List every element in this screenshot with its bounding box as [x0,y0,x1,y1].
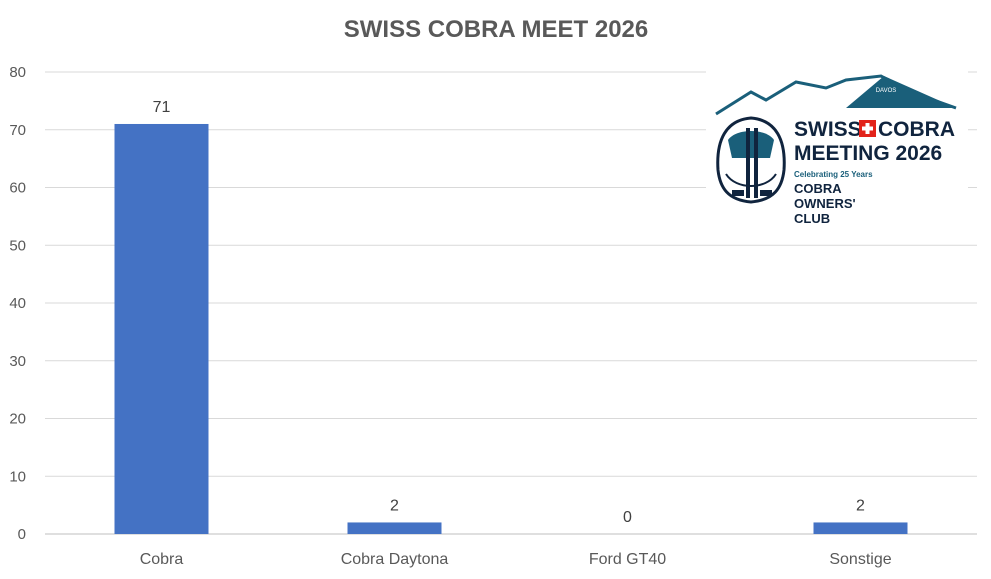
logo-club2: OWNERS' [794,196,856,211]
bar-cobra-daytona [347,522,442,534]
logo-club1: COBRA [794,181,842,196]
logo-line1: SWISS [794,118,862,141]
y-tick-label: 80 [9,64,26,81]
y-tick-label: 70 [9,122,26,139]
mountain-peak-icon [846,76,956,108]
data-label: 2 [390,497,399,514]
category-label: Cobra Daytona [341,551,449,568]
data-label: 71 [153,99,171,116]
y-tick-label: 0 [18,526,26,543]
category-label: Ford GT40 [589,551,666,568]
y-axis-ticks: 0 10 20 30 40 50 60 70 80 [9,64,26,543]
swiss-cobra-meeting-logo: DAVOS SWISS COBRA MEETING 2026 Celebrati… [706,70,968,230]
y-tick-label: 30 [9,353,26,370]
y-tick-label: 10 [9,468,26,485]
logo-line1b: COBRA [878,118,955,141]
category-label: Sonstige [829,551,891,568]
category-label: Cobra [140,551,184,568]
y-tick-label: 40 [9,295,26,312]
swiss-flag-icon [859,120,876,137]
logo-graphic: DAVOS SWISS COBRA MEETING 2026 Celebrati… [715,74,957,226]
y-tick-label: 20 [9,411,26,428]
logo-line2: MEETING 2026 [794,142,942,165]
logo-celebrating: Celebrating 25 Years [794,170,873,179]
bar-sonstige [813,522,908,534]
chart-title: SWISS COBRA MEET 2026 [344,16,649,43]
davos-badge: DAVOS [876,88,897,94]
y-tick-label: 50 [9,237,26,254]
logo-club3: CLUB [794,211,830,226]
data-label: 0 [623,509,632,526]
cobra-car-icon [716,116,786,204]
bars [114,123,908,534]
y-tick-label: 60 [9,180,26,197]
category-labels: Cobra Cobra Daytona Ford GT40 Sonstige [140,551,892,568]
data-label: 2 [856,497,865,514]
bar-cobra [114,123,209,534]
data-labels: 71 2 0 2 [153,99,865,526]
